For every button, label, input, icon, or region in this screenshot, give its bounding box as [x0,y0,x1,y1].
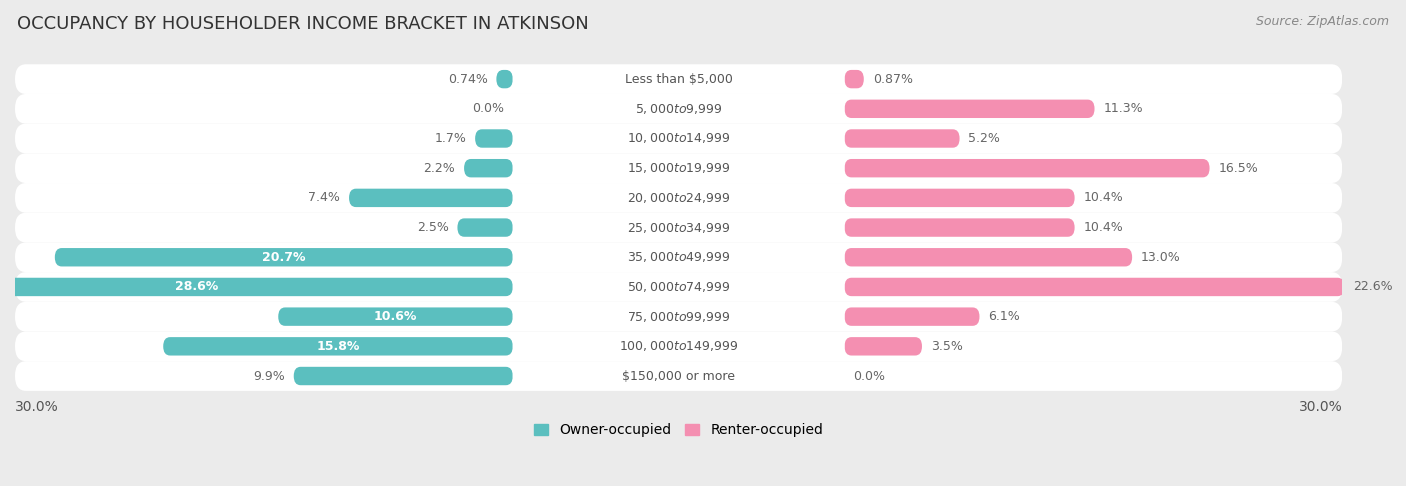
FancyBboxPatch shape [513,159,845,177]
Text: 2.5%: 2.5% [416,221,449,234]
Text: 13.0%: 13.0% [1142,251,1181,264]
FancyBboxPatch shape [513,308,845,326]
FancyBboxPatch shape [496,70,513,88]
FancyBboxPatch shape [15,331,1343,361]
Text: Less than $5,000: Less than $5,000 [624,72,733,86]
FancyBboxPatch shape [845,159,1209,177]
FancyBboxPatch shape [475,129,513,148]
Text: 2.2%: 2.2% [423,162,456,174]
Text: $75,000 to $99,999: $75,000 to $99,999 [627,310,730,324]
FancyBboxPatch shape [15,183,1343,213]
FancyBboxPatch shape [294,367,513,385]
Text: 7.4%: 7.4% [308,191,340,205]
FancyBboxPatch shape [845,248,1132,266]
FancyBboxPatch shape [845,100,1094,118]
FancyBboxPatch shape [845,278,1344,296]
Text: $50,000 to $74,999: $50,000 to $74,999 [627,280,730,294]
FancyBboxPatch shape [15,154,1343,183]
Text: $10,000 to $14,999: $10,000 to $14,999 [627,132,730,145]
Text: 0.0%: 0.0% [472,103,503,115]
FancyBboxPatch shape [15,64,1343,94]
FancyBboxPatch shape [513,129,845,148]
Text: 10.4%: 10.4% [1084,221,1123,234]
Text: 0.87%: 0.87% [873,72,912,86]
FancyBboxPatch shape [845,189,1074,207]
Text: 1.7%: 1.7% [434,132,467,145]
Text: 0.0%: 0.0% [853,369,886,382]
FancyBboxPatch shape [464,159,513,177]
FancyBboxPatch shape [278,308,513,326]
Text: $20,000 to $24,999: $20,000 to $24,999 [627,191,730,205]
Text: $35,000 to $49,999: $35,000 to $49,999 [627,250,730,264]
FancyBboxPatch shape [15,213,1343,243]
Text: 15.8%: 15.8% [316,340,360,353]
Text: $5,000 to $9,999: $5,000 to $9,999 [636,102,723,116]
FancyBboxPatch shape [163,337,513,356]
FancyBboxPatch shape [15,361,1343,391]
Text: $100,000 to $149,999: $100,000 to $149,999 [619,339,738,353]
FancyBboxPatch shape [0,278,513,296]
Text: 22.6%: 22.6% [1354,280,1393,294]
FancyBboxPatch shape [15,123,1343,154]
Text: 20.7%: 20.7% [262,251,305,264]
FancyBboxPatch shape [513,218,845,237]
Text: Source: ZipAtlas.com: Source: ZipAtlas.com [1256,15,1389,28]
FancyBboxPatch shape [15,302,1343,331]
FancyBboxPatch shape [349,189,513,207]
Text: 0.74%: 0.74% [447,72,488,86]
FancyBboxPatch shape [845,308,980,326]
Legend: Owner-occupied, Renter-occupied: Owner-occupied, Renter-occupied [529,418,828,443]
Text: OCCUPANCY BY HOUSEHOLDER INCOME BRACKET IN ATKINSON: OCCUPANCY BY HOUSEHOLDER INCOME BRACKET … [17,15,589,33]
FancyBboxPatch shape [15,94,1343,123]
FancyBboxPatch shape [845,218,1074,237]
Text: 3.5%: 3.5% [931,340,963,353]
FancyBboxPatch shape [15,243,1343,272]
FancyBboxPatch shape [513,100,845,118]
FancyBboxPatch shape [513,248,845,266]
Text: 5.2%: 5.2% [969,132,1000,145]
Text: $15,000 to $19,999: $15,000 to $19,999 [627,161,730,175]
Text: 28.6%: 28.6% [174,280,218,294]
FancyBboxPatch shape [845,337,922,356]
FancyBboxPatch shape [15,272,1343,302]
Text: 30.0%: 30.0% [1299,400,1343,415]
FancyBboxPatch shape [55,248,513,266]
FancyBboxPatch shape [513,337,845,356]
Text: 10.4%: 10.4% [1084,191,1123,205]
FancyBboxPatch shape [513,189,845,207]
FancyBboxPatch shape [513,367,845,385]
FancyBboxPatch shape [457,218,513,237]
FancyBboxPatch shape [513,70,845,88]
Text: $150,000 or more: $150,000 or more [621,369,735,382]
Text: 16.5%: 16.5% [1219,162,1258,174]
Text: 9.9%: 9.9% [253,369,285,382]
Text: 11.3%: 11.3% [1104,103,1143,115]
Text: 30.0%: 30.0% [15,400,59,415]
FancyBboxPatch shape [845,70,863,88]
FancyBboxPatch shape [845,129,959,148]
Text: 10.6%: 10.6% [374,310,418,323]
Text: 6.1%: 6.1% [988,310,1021,323]
FancyBboxPatch shape [513,278,845,296]
Text: $25,000 to $34,999: $25,000 to $34,999 [627,221,730,235]
